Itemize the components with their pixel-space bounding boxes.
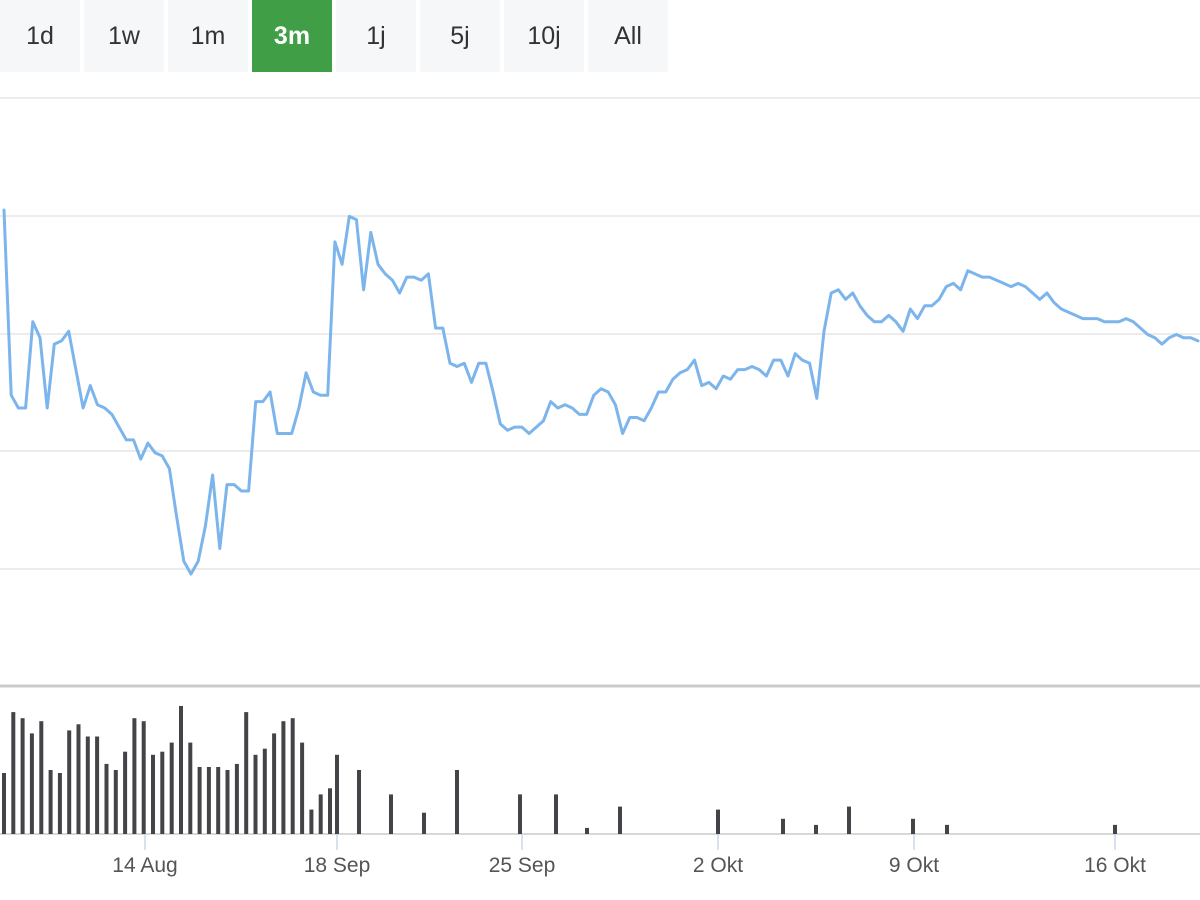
volume-bar (253, 754, 258, 834)
volume-bar (1113, 824, 1117, 834)
volume-bar (911, 818, 915, 834)
volume-bar (300, 742, 305, 834)
volume-bar (113, 770, 118, 834)
volume-bar (20, 718, 25, 834)
volume-bar (309, 809, 314, 834)
volume-bar (29, 733, 34, 834)
volume-bar (85, 736, 90, 834)
volume-bar (262, 748, 267, 834)
x-tick-label: 2 Okt (693, 854, 743, 877)
volume-bar (244, 712, 249, 834)
volume-bar (39, 721, 44, 834)
volume-bar (179, 706, 183, 834)
volume-bar (206, 767, 211, 834)
volume-bar (781, 818, 785, 834)
volume-bar (141, 721, 146, 834)
volume-bar (160, 751, 165, 834)
range-button-5j[interactable]: 5j (420, 0, 500, 72)
volume-bar (197, 767, 202, 834)
x-tick-label: 16 Okt (1084, 854, 1146, 877)
range-selector: 1d 1w 1m 3m 1j 5j 10j All (0, 0, 668, 72)
volume-bar (422, 812, 426, 834)
volume-bar (123, 751, 128, 834)
volume-bar (169, 742, 174, 834)
volume-bar (389, 794, 393, 834)
volume-bar (554, 794, 558, 834)
x-tick-label: 9 Okt (889, 854, 939, 877)
volume-bar (225, 770, 230, 834)
volume-bar (847, 806, 851, 834)
range-button-1d[interactable]: 1d (0, 0, 80, 72)
x-tick-label: 18 Sep (304, 854, 371, 877)
volume-bar (290, 718, 295, 834)
range-button-1w[interactable]: 1w (84, 0, 164, 72)
range-button-1j[interactable]: 1j (336, 0, 416, 72)
volume-bar (455, 770, 459, 834)
range-button-10j[interactable]: 10j (504, 0, 584, 72)
volume-bar (357, 770, 361, 834)
volume-bar (328, 788, 332, 834)
volume-bar (11, 712, 16, 834)
gridlines (0, 97, 1200, 570)
volume-bar (132, 718, 137, 834)
volume-bar (48, 770, 53, 834)
volume-bars (2, 706, 1117, 834)
price-line (2, 208, 1200, 576)
x-axis-ticks: 14 Aug 18 Sep 25 Sep 2 Okt 9 Okt 16 Okt (112, 834, 1146, 877)
volume-bar (216, 767, 221, 834)
volume-bar (945, 824, 949, 834)
range-button-all[interactable]: All (588, 0, 668, 72)
volume-bar (151, 754, 155, 834)
volume-bar (272, 733, 277, 834)
volume-bar (234, 763, 239, 834)
x-tick-label: 25 Sep (489, 854, 556, 877)
volume-bar (76, 724, 81, 834)
volume-bar (618, 806, 622, 834)
volume-bar (104, 763, 109, 834)
volume-bar (716, 809, 720, 834)
volume-bar (57, 773, 62, 834)
volume-bar (814, 824, 818, 834)
volume-bar (188, 742, 193, 834)
volume-bar (335, 754, 339, 834)
volume-bar (281, 721, 286, 834)
volume-bar (2, 773, 6, 834)
volume-bar (585, 827, 589, 834)
volume-bar (518, 794, 522, 834)
x-tick-label: 14 Aug (112, 854, 177, 877)
volume-bar (318, 794, 323, 834)
range-button-3m[interactable]: 3m (252, 0, 332, 72)
volume-bar (95, 736, 100, 834)
volume-bar (67, 730, 72, 834)
range-button-1m[interactable]: 1m (168, 0, 248, 72)
